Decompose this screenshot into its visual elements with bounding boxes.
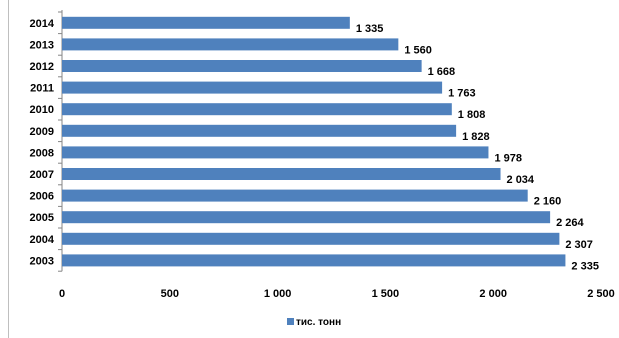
bar xyxy=(62,38,399,51)
y-tick-label: 2003 xyxy=(30,255,54,267)
data-label: 2 307 xyxy=(565,239,593,251)
bar xyxy=(62,232,560,245)
y-tick-label: 2010 xyxy=(30,104,54,116)
x-tick-label: 0 xyxy=(59,288,65,300)
data-label: 1 808 xyxy=(458,109,486,121)
plot-area: 2014 1 335 2013 1 560 2012 1 668 2011 1 763 2010… xyxy=(30,10,615,300)
data-label: 1 763 xyxy=(448,88,476,100)
y-tick-label: 2007 xyxy=(30,169,54,181)
y-tick-label: 2006 xyxy=(30,191,54,203)
chart-frame-line xyxy=(8,0,9,338)
y-tick-label: 2004 xyxy=(30,234,55,246)
x-tick-label: 2 000 xyxy=(479,288,507,300)
bar xyxy=(62,254,566,267)
data-label: 1 828 xyxy=(462,131,490,143)
legend: тис. тонн xyxy=(287,317,341,328)
legend-swatch xyxy=(287,318,294,325)
bar xyxy=(62,211,551,224)
x-tick-label: 500 xyxy=(161,288,179,300)
bar xyxy=(62,146,489,159)
legend-label: тис. тонн xyxy=(296,317,341,328)
y-tick-label: 2011 xyxy=(30,83,54,95)
data-label: 2 264 xyxy=(556,217,584,229)
y-tick-label: 2009 xyxy=(30,126,54,138)
y-tick-label: 2008 xyxy=(30,147,54,159)
bar xyxy=(62,60,422,72)
bar xyxy=(62,189,528,202)
bar xyxy=(62,81,443,94)
y-tick-label: 2005 xyxy=(30,212,54,224)
data-label: 1 560 xyxy=(404,44,432,56)
data-label: 1 668 xyxy=(428,66,456,78)
x-tick-label: 2 500 xyxy=(587,288,615,300)
x-tick-label: 1 000 xyxy=(264,288,292,300)
y-tick-label: 2012 xyxy=(30,61,54,73)
bar xyxy=(62,103,452,116)
data-label: 1 978 xyxy=(494,152,522,164)
data-label: 2 160 xyxy=(534,196,562,208)
bar xyxy=(62,124,457,137)
data-label: 2 335 xyxy=(571,260,599,272)
data-label: 2 034 xyxy=(507,174,535,186)
bar xyxy=(62,168,501,180)
x-tick-label: 1 500 xyxy=(372,288,400,300)
data-label: 1 335 xyxy=(356,23,384,35)
bar xyxy=(62,16,350,29)
y-tick-label: 2014 xyxy=(30,18,55,30)
y-tick-label: 2013 xyxy=(30,39,54,51)
